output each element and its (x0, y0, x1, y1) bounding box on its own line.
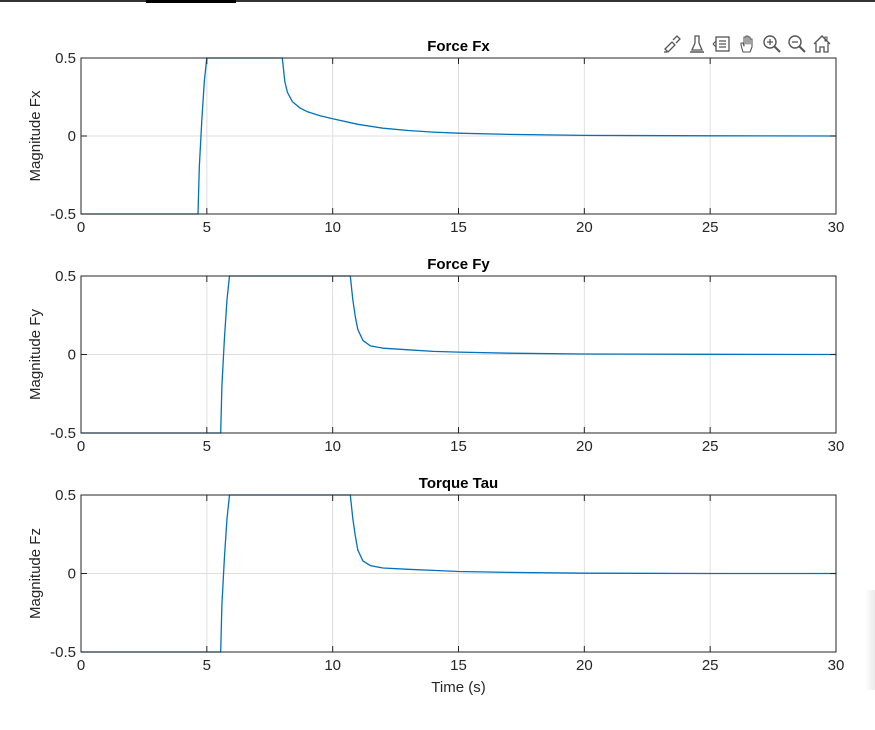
x-tick-label: 15 (450, 219, 467, 236)
plot-title: Torque Tau (419, 475, 498, 492)
zoom-in-icon (763, 35, 781, 53)
x-tick-label: 30 (828, 657, 845, 674)
x-tick-label: 5 (203, 657, 211, 674)
window-edge-shadow (865, 590, 875, 690)
x-tick-label: 30 (828, 438, 845, 455)
zoom-in-button[interactable] (760, 32, 784, 56)
y-tick-label: -0.5 (50, 425, 76, 442)
y-axis-label: Magnitude Fx (27, 90, 44, 181)
y-tick-label: 0 (68, 566, 76, 583)
x-tick-label: 30 (828, 219, 845, 236)
pan-hand-icon (740, 35, 753, 53)
x-tick-label: 15 (450, 657, 467, 674)
y-tick-label: 0.5 (55, 268, 76, 285)
x-tick-label: 0 (77, 219, 85, 236)
brush-button[interactable] (660, 32, 684, 56)
window-top-border (0, 0, 875, 2)
y-tick-label: 0 (68, 347, 76, 364)
pan-button[interactable] (735, 32, 759, 56)
plot-title: Force Fx (427, 38, 490, 55)
plot-title: Force Fy (427, 256, 490, 273)
datatip-icon (690, 35, 704, 53)
x-tick-label: 5 (203, 438, 211, 455)
x-tick-label: 0 (77, 438, 85, 455)
x-tick-label: 15 (450, 438, 467, 455)
x-tick-label: 25 (702, 438, 719, 455)
x-tick-label: 10 (324, 219, 341, 236)
series-line-1 (81, 57, 836, 215)
x-tick-label: 10 (324, 438, 341, 455)
brush-icon (664, 35, 681, 53)
x-tick-label: 5 (203, 219, 211, 236)
y-axis-label: Magnitude Fy (27, 309, 44, 400)
x-tick-label: 10 (324, 657, 341, 674)
series-line-1 (81, 275, 836, 434)
restore-view-button[interactable] (810, 32, 834, 56)
axes-toolbar (660, 32, 834, 56)
y-tick-label: 0 (68, 128, 76, 145)
y-tick-label: -0.5 (50, 206, 76, 223)
x-tick-label: 25 (702, 219, 719, 236)
datatip-button[interactable] (685, 32, 709, 56)
home-icon (813, 35, 831, 53)
window-top-accent (146, 0, 236, 3)
x-tick-label: 20 (576, 438, 593, 455)
y-tick-label: 0.5 (55, 50, 76, 67)
x-tick-label: 20 (576, 657, 593, 674)
zoom-out-button[interactable] (785, 32, 809, 56)
x-tick-label: 20 (576, 219, 593, 236)
legend-button[interactable] (710, 32, 734, 56)
zoom-out-icon (788, 35, 806, 53)
x-tick-label: 0 (77, 657, 85, 674)
y-tick-label: -0.5 (50, 644, 76, 661)
legend-icon (712, 36, 730, 52)
x-axis-label: Time (s) (431, 679, 485, 696)
series-line-1 (81, 494, 836, 653)
y-tick-label: 0.5 (55, 487, 76, 504)
x-tick-label: 25 (702, 657, 719, 674)
y-axis-label: Magnitude Fz (27, 528, 44, 619)
